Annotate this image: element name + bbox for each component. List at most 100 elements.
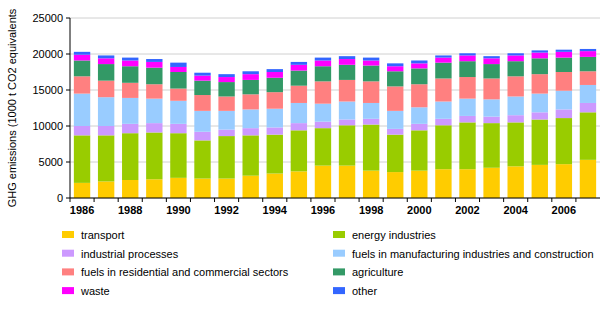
x-tick: [118, 198, 119, 202]
bar-segment: [242, 128, 258, 135]
grid-line: [70, 54, 600, 55]
bar-segment: [435, 169, 451, 198]
y-tick-label: 0: [57, 192, 63, 204]
bar-segment: [218, 74, 234, 77]
bar-segment: [580, 49, 596, 51]
legend-swatch: [62, 250, 74, 257]
bar-segment: [194, 76, 210, 81]
legend-swatch: [62, 268, 74, 275]
y-tick: [66, 54, 70, 55]
bar-segment: [507, 61, 523, 76]
bar-segment: [411, 68, 427, 84]
bar-segment: [363, 60, 379, 65]
bar-segment: [267, 78, 283, 92]
bar-segment: [532, 112, 548, 119]
bar-segment: [267, 174, 283, 198]
bar-segment: [435, 55, 451, 57]
bar-segment: [411, 84, 427, 107]
bar-segment: [194, 111, 210, 132]
bar-segment: [170, 101, 186, 124]
bar-segment: [74, 94, 90, 126]
x-tick: [262, 198, 263, 202]
bar-segment: [580, 51, 596, 57]
x-tick: [527, 198, 528, 202]
x-tick-label: 1990: [166, 204, 190, 216]
bar-segment: [267, 69, 283, 72]
x-tick-label: 1996: [311, 204, 335, 216]
bar-segment: [459, 53, 475, 55]
bar-segment: [146, 99, 162, 123]
bar-segment: [483, 117, 499, 123]
bar-segment: [411, 63, 427, 68]
bar-segment: [507, 166, 523, 198]
x-tick: [142, 198, 143, 202]
bar-segment: [507, 55, 523, 61]
legend-swatch: [62, 287, 74, 294]
grid-line: [70, 18, 600, 19]
bar-segment: [339, 102, 355, 120]
bar-segment: [242, 135, 258, 175]
y-tick-label: 25000: [32, 12, 63, 24]
y-tick: [66, 162, 70, 163]
bar-segment: [507, 76, 523, 96]
x-tick-label: 1986: [70, 204, 94, 216]
bar-segment: [291, 123, 307, 130]
bar-segment: [98, 181, 114, 198]
bar-segment: [363, 81, 379, 103]
bar-segment: [122, 60, 138, 66]
bar-segment: [98, 135, 114, 181]
bar-segment: [580, 57, 596, 71]
bar-segment: [532, 74, 548, 93]
legend-label: agriculture: [352, 266, 403, 278]
bar-segment: [435, 58, 451, 63]
legend-swatch: [333, 250, 345, 257]
bar-segment: [291, 171, 307, 198]
bar-segment: [146, 84, 162, 98]
bar-segment: [98, 55, 114, 58]
bar-segment: [146, 68, 162, 85]
bar-segment: [291, 103, 307, 123]
bar-segment: [291, 62, 307, 65]
bar-segment: [387, 71, 403, 86]
bar-segment: [315, 81, 331, 103]
bar-segment: [170, 133, 186, 178]
bar-segment: [339, 80, 355, 102]
bar-segment: [74, 183, 90, 198]
bar-segment: [580, 103, 596, 112]
bar-segment: [363, 125, 379, 171]
legend-swatch: [62, 231, 74, 238]
bar-segment: [483, 64, 499, 78]
bar-segment: [387, 135, 403, 172]
bar-segment: [507, 122, 523, 166]
bar-segment: [98, 81, 114, 98]
bar-segment: [194, 132, 210, 141]
x-tick: [407, 198, 408, 202]
y-axis-label: GHG emissions (1000 t CO2 equivalents: [6, 8, 18, 207]
bar-segment: [507, 115, 523, 122]
y-tick-label: 15000: [32, 84, 63, 96]
y-tick: [66, 18, 70, 19]
y-tick-label: 10000: [32, 120, 63, 132]
x-tick: [94, 198, 95, 202]
bar-segment: [267, 135, 283, 174]
bar-segment: [363, 58, 379, 61]
bar-segment: [411, 124, 427, 130]
bar-segment: [74, 76, 90, 93]
y-tick-label: 20000: [32, 48, 63, 60]
bar-segment: [532, 58, 548, 74]
bar-segment: [507, 53, 523, 55]
bar-segment: [74, 135, 90, 183]
bar-segment: [339, 120, 355, 126]
x-tick: [431, 198, 432, 202]
bar-segment: [483, 78, 499, 99]
bar-segment: [483, 56, 499, 58]
x-tick: [359, 198, 360, 202]
legend-swatch: [333, 268, 345, 275]
legend-swatch: [333, 287, 345, 294]
bar-segment: [315, 128, 331, 165]
x-tick: [455, 198, 456, 202]
x-tick-label: 2004: [503, 204, 528, 216]
bar-segment: [218, 82, 234, 96]
bar-segment: [459, 99, 475, 116]
bar-segment: [194, 81, 210, 95]
